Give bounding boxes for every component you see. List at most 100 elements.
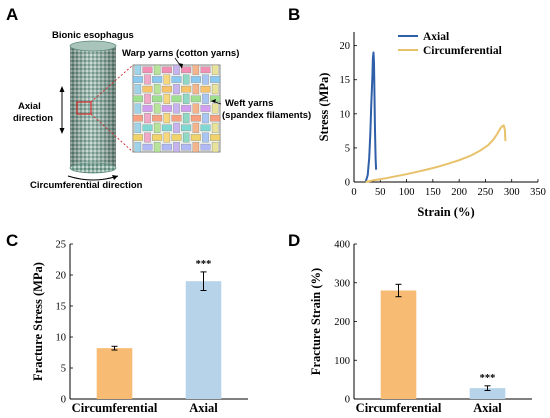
weft-yarn-segment [181, 66, 192, 74]
panel-letter-b: B [288, 5, 300, 24]
x-tick-label: 50 [375, 187, 386, 198]
warp-yarn-segment [153, 142, 161, 153]
warp-yarn-segment [173, 84, 180, 95]
weft-yarn-segment [181, 143, 192, 151]
warp-yarn-segment [153, 64, 161, 75]
warp-yarn-segment [211, 64, 219, 75]
y-axis-label: Stress (MPa) [317, 73, 331, 142]
y-tick-label: 0 [61, 395, 66, 406]
weft-yarn-segment [190, 76, 201, 83]
weft-yarn-segment [200, 66, 211, 74]
weft-yarn-segment [142, 105, 153, 112]
weft-yarn-segment [152, 134, 163, 141]
circumferential-direction-arrow [67, 175, 119, 181]
weft-yarn-segment [152, 76, 163, 83]
y-tick-label: 20 [340, 41, 351, 52]
weft-yarn-segment [152, 95, 163, 103]
axial-direction-label-line2: direction [13, 113, 53, 124]
x-tick-label: 300 [504, 187, 520, 198]
weft-yarn-segment [171, 134, 182, 141]
woven-fabric-zoom [132, 64, 221, 153]
y-tick-label: 15 [340, 75, 351, 86]
warp-yarn-segment [163, 113, 171, 124]
warp-yarn-segment [173, 64, 180, 75]
weft-yarn-segment [190, 114, 201, 122]
fracture-strain-chart: 0 100 200 300 400 Fracture Strain (%) Circumfe… [309, 240, 532, 415]
warp-yarn-segment [211, 122, 219, 133]
warp-yarn-segment [192, 84, 200, 95]
weft-yarn-segment [171, 114, 182, 122]
warp-yarn-segment [153, 103, 161, 114]
significance-marker: *** [480, 373, 496, 384]
y-tick-label: 20 [56, 271, 67, 282]
weft-yarn-segment [161, 85, 172, 93]
weft-yarn-segment [161, 124, 172, 132]
zoom-region-box [76, 101, 92, 115]
weft-yarns-label-line2: (spandex filaments) [222, 110, 311, 121]
weft-yarn-segment [190, 95, 201, 103]
x-tick-label: 150 [425, 187, 441, 198]
legend-label-axial: Axial [423, 31, 449, 43]
weft-yarn-segment [161, 105, 172, 112]
weft-yarn-segment [142, 66, 153, 74]
weft-yarn-segment [161, 66, 172, 74]
x-category-label: Axial [189, 401, 218, 415]
weft-yarn-segment [132, 114, 143, 122]
panel-letter-c: C [6, 231, 18, 250]
warp-yarn-segment [211, 84, 219, 95]
weft-yarn-segment [200, 124, 211, 132]
warp-yarn-segment [211, 142, 219, 153]
y-tick-label: 300 [334, 278, 350, 289]
weft-yarn-segment [132, 76, 143, 83]
warp-yarn-segment [153, 84, 161, 95]
weft-yarn-segment [181, 85, 192, 93]
bar-circumferential [380, 290, 417, 399]
warp-yarn-segment [134, 64, 142, 75]
series-line-circumferential [365, 124, 507, 183]
warp-yarn-segment [192, 122, 200, 133]
weft-yarn-segment [200, 143, 211, 151]
weft-yarn-segment [161, 143, 172, 151]
warp-yarn-segment [134, 122, 142, 133]
warp-yarn-segment [202, 113, 209, 124]
x-tick-label: 350 [530, 187, 546, 198]
series-line-axial [364, 51, 378, 183]
x-axis-label: Strain (%) [417, 205, 474, 219]
y-tick-label: 15 [56, 302, 67, 313]
esophagus-cylinder [69, 40, 117, 174]
warp-yarn-segment [182, 74, 190, 85]
weft-yarn-segment [181, 124, 192, 132]
weft-yarn-segment [200, 105, 211, 112]
panel-c: C 0 5 10 15 20 25 Fracture Stress (MPa) Circumf… [6, 231, 248, 415]
weft-yarn-segment [210, 114, 221, 122]
bar-circumferential [96, 348, 133, 399]
warp-yarn-segment [163, 74, 171, 85]
weft-yarn-segment [142, 124, 153, 132]
x-tick-label: 100 [399, 187, 415, 198]
weft-yarn-segment [181, 105, 192, 112]
warp-yarn-segment [144, 93, 151, 104]
weft-yarn-segment [142, 85, 153, 93]
weft-yarn-segment [200, 85, 211, 93]
warp-yarn-segment [134, 103, 142, 114]
diagram-title: Bionic esophagus [52, 30, 134, 41]
weft-yarn-segment [210, 76, 221, 83]
warp-yarn-segment [134, 84, 142, 95]
warp-yarn-segment [182, 132, 190, 143]
weft-yarn-segment [190, 134, 201, 141]
warp-yarn-segment [173, 103, 180, 114]
weft-yarn-segment [132, 95, 143, 103]
panel-a: A Bionic esophagus Axial direction Circu… [6, 5, 311, 191]
panel-letter-a: A [6, 5, 18, 24]
bar-axial [185, 281, 222, 399]
weft-yarns-label-line1: Weft yarns [225, 98, 273, 109]
warp-yarn-segment [153, 122, 161, 133]
warp-yarn-segment [173, 142, 180, 153]
warp-yarn-segment [192, 103, 200, 114]
y-tick-label: 100 [334, 356, 350, 367]
panel-b: B 0 50 100 150 200 250 300 350 0 5 10 15 20 Strain (%… [288, 5, 546, 219]
warp-yarn-segment [173, 122, 180, 133]
axial-direction-label-line1: Axial [18, 101, 41, 112]
warp-yarn-segment [144, 74, 151, 85]
